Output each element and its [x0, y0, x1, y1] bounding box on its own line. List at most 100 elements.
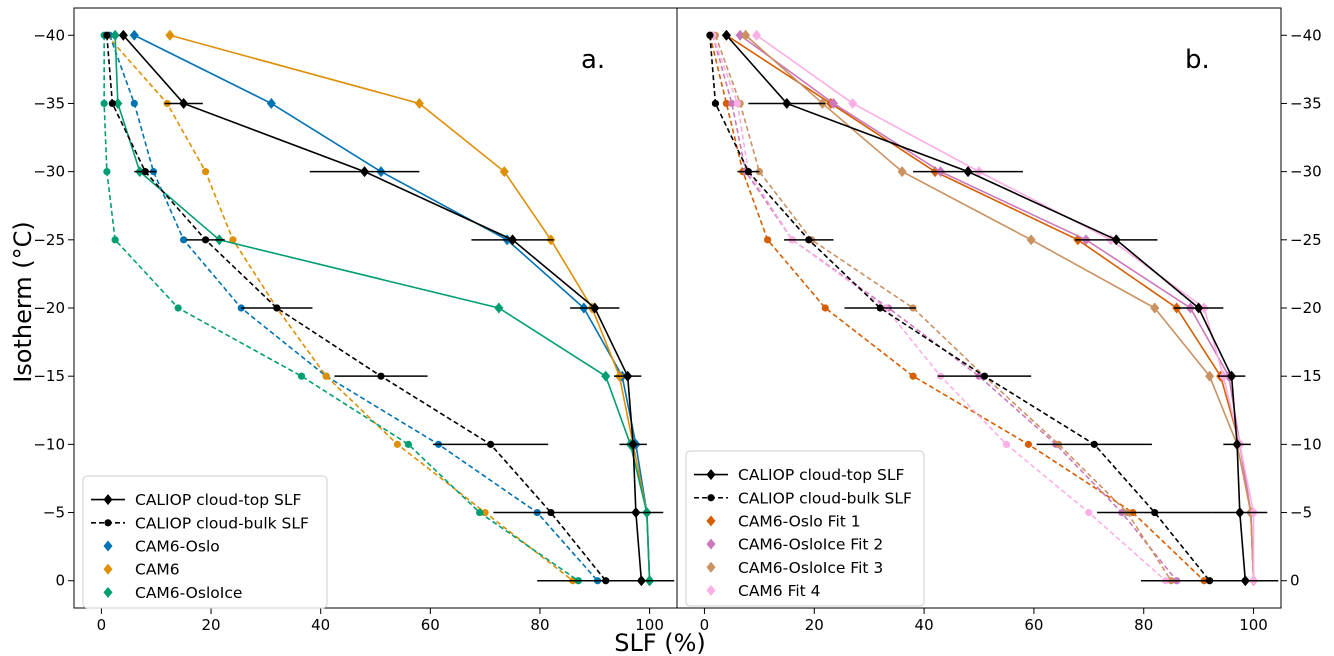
x-tick-label: 40	[915, 616, 934, 634]
data-point	[721, 29, 732, 41]
data-point	[1206, 577, 1214, 585]
x-tick-label: 80	[530, 616, 549, 634]
legend-label: CAM6-Oslo Fit 1	[738, 512, 861, 530]
data-point	[141, 168, 149, 176]
data-point	[118, 29, 128, 41]
y-tick-label: −5	[43, 504, 65, 522]
data-point	[297, 372, 306, 380]
data-point	[848, 97, 858, 110]
data-point	[130, 99, 138, 108]
data-point	[805, 236, 813, 244]
data-point	[1151, 508, 1159, 517]
legend-marker	[103, 586, 113, 598]
legend-marker	[706, 561, 716, 573]
data-point	[1150, 302, 1160, 314]
data-point	[108, 99, 116, 108]
y-tick-label: 0	[1290, 572, 1300, 590]
x-tick-label: 20	[805, 616, 824, 634]
legend-entry: CAM6-Oslo	[103, 538, 220, 556]
data-point	[1111, 234, 1121, 246]
legend-entry: CAM6	[103, 561, 180, 579]
legend-marker	[706, 584, 716, 597]
data-point	[602, 577, 610, 585]
panel-b: 0 20 40 60 80 100 −40 −35 −30 −25 −20 −15 −10 −5 0 b. CA…	[676, 7, 1322, 634]
x-axis-label: SLF (%)	[614, 629, 706, 656]
data-point	[179, 97, 189, 110]
data-point	[722, 99, 731, 108]
data-point	[764, 236, 772, 244]
y-tick-label: −10	[1290, 435, 1322, 453]
legend-marker	[103, 540, 113, 552]
data-point	[1090, 440, 1098, 448]
data-point	[266, 97, 276, 110]
data-point	[129, 29, 139, 41]
data-point	[733, 99, 742, 108]
data-point	[499, 166, 509, 178]
series-6	[110, 29, 655, 587]
data-point	[507, 234, 518, 246]
data-point	[322, 372, 330, 380]
x-tick-label: 0	[700, 616, 710, 634]
data-point	[590, 302, 600, 314]
data-point	[487, 440, 495, 448]
legend-marker	[706, 515, 716, 527]
x-tick-label: 60	[1024, 616, 1043, 634]
y-tick-label: −15	[1290, 367, 1322, 385]
data-point	[706, 31, 714, 39]
data-point	[1205, 370, 1215, 382]
panel-label: b.	[1185, 45, 1210, 75]
data-point	[1194, 302, 1204, 314]
data-point	[377, 372, 385, 380]
data-point	[229, 236, 237, 244]
data-point	[359, 166, 370, 178]
x-tick-label: 40	[311, 616, 330, 634]
x-tick-label: 100	[635, 616, 664, 634]
data-point	[180, 236, 188, 244]
y-tick-label: −30	[33, 163, 65, 181]
y-tick-label: −10	[33, 435, 65, 453]
data-point	[547, 508, 555, 517]
legend-entry: CAM6-OsloIce Fit 2	[706, 536, 883, 554]
legend-label: CAM6-OsloIce Fit 2	[738, 536, 883, 554]
y-tick-label: −35	[1290, 94, 1322, 112]
data-point	[909, 372, 917, 380]
data-point	[741, 29, 751, 41]
legend-label: CALIOP cloud-bulk SLF	[135, 514, 309, 532]
data-point	[273, 304, 281, 312]
data-point	[782, 97, 792, 110]
series-line	[106, 35, 607, 582]
data-point	[110, 29, 120, 41]
data-point	[1026, 234, 1036, 246]
legend-entry: CALIOP cloud-bulk SLF	[694, 489, 912, 507]
y-tick-label: −35	[33, 94, 65, 112]
data-point	[623, 370, 633, 382]
data-point	[201, 168, 210, 176]
data-point	[237, 304, 245, 312]
data-point	[897, 166, 907, 178]
data-point	[631, 506, 641, 519]
data-point	[393, 440, 402, 448]
legend-marker	[103, 494, 113, 506]
y-tick-label: −5	[1290, 504, 1312, 522]
data-point	[744, 168, 752, 176]
data-point	[100, 99, 108, 108]
data-point	[404, 440, 412, 448]
legend: CALIOP cloud-top SLF CALIOP cloud-bulk SL…	[685, 450, 925, 607]
x-tick-label: 80	[1134, 616, 1153, 634]
series-line	[714, 35, 1172, 582]
legend-marker	[104, 519, 112, 527]
legend-entry: CALIOP cloud-bulk SLF	[91, 514, 309, 532]
data-point	[828, 97, 839, 110]
legend-entry: CALIOP cloud-top SLF	[91, 491, 301, 509]
legend-label: CAM6 Fit 4	[738, 582, 821, 600]
legend-box	[82, 475, 328, 609]
data-point	[628, 438, 638, 450]
legend: CALIOP cloud-top SLF CALIOP cloud-bulk SL…	[82, 475, 328, 609]
data-point	[963, 166, 973, 178]
data-point	[711, 99, 720, 108]
legend-label: CALIOP cloud-bulk SLF	[738, 489, 912, 507]
series-1	[103, 31, 675, 585]
data-point	[876, 304, 884, 312]
legend-label: CAM6-OsloIce Fit 3	[738, 559, 883, 577]
